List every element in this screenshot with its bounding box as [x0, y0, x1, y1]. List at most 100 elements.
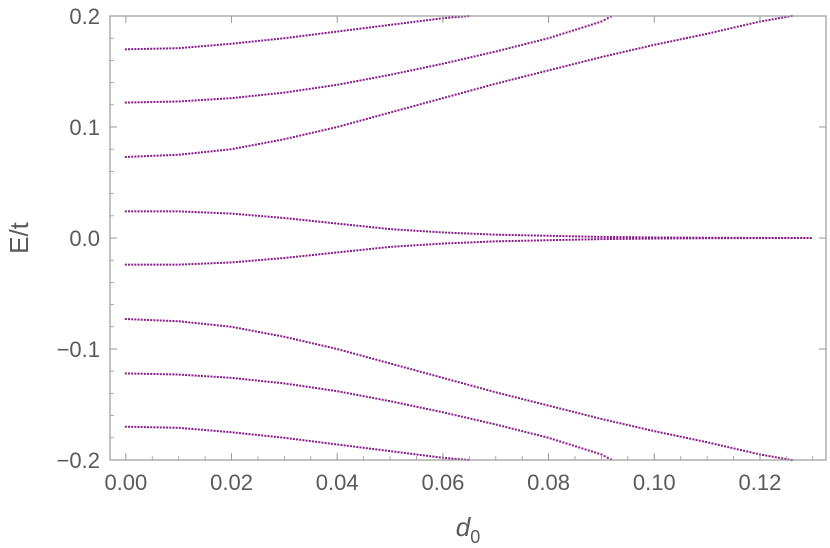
data-point [429, 408, 432, 411]
data-point [594, 57, 597, 60]
data-point [749, 22, 752, 25]
data-point [419, 67, 422, 70]
data-point [460, 15, 463, 18]
data-point [261, 434, 264, 437]
data-point [315, 387, 318, 390]
data-point [280, 216, 283, 219]
data-point [213, 98, 216, 101]
data-point [451, 242, 454, 245]
data-point [216, 149, 219, 152]
data-point [140, 318, 143, 321]
data-point [651, 44, 654, 47]
data-point [413, 405, 416, 408]
data-point [213, 375, 216, 378]
data-point [147, 101, 150, 104]
data-point [479, 53, 482, 56]
data-point [124, 101, 127, 104]
data-point [765, 19, 768, 22]
data-point [654, 430, 657, 433]
data-point [676, 38, 679, 41]
data-point [321, 252, 324, 255]
data-point [746, 450, 749, 453]
data-point [270, 258, 273, 261]
data-point [166, 426, 169, 429]
data-point [162, 47, 165, 50]
data-point [426, 66, 429, 69]
data-point [159, 426, 162, 429]
data-point [460, 382, 463, 385]
data-point [432, 409, 435, 412]
data-point [498, 424, 501, 427]
data-point [505, 426, 508, 429]
data-point [270, 435, 273, 438]
data-point [445, 96, 448, 99]
data-point [394, 245, 397, 248]
data-point [254, 259, 257, 262]
data-point [280, 436, 283, 439]
data-point [565, 238, 568, 241]
data-point [124, 155, 127, 158]
data-point [514, 77, 517, 80]
data-point [622, 50, 625, 53]
x-axis-title-subscript: 0 [470, 527, 480, 547]
data-point [508, 394, 511, 397]
data-point [556, 67, 559, 70]
data-point [368, 226, 371, 229]
data-point [299, 339, 302, 342]
data-point [334, 443, 337, 446]
data-point [219, 324, 222, 327]
data-point [156, 263, 159, 266]
data-point [172, 263, 175, 266]
data-point [397, 228, 400, 231]
data-point [261, 39, 264, 42]
data-point [204, 429, 207, 432]
data-point [448, 242, 451, 245]
x-tick-label: 0.02 [210, 470, 253, 495]
data-point [565, 64, 568, 67]
data-point [486, 388, 489, 391]
data-point [667, 40, 670, 43]
data-point [422, 66, 425, 69]
data-point [416, 244, 419, 247]
data-point [701, 440, 704, 443]
data-point [451, 379, 454, 382]
data-point [318, 130, 321, 133]
data-point [448, 231, 451, 234]
data-point [733, 26, 736, 29]
data-point [473, 241, 476, 244]
data-point [223, 148, 226, 151]
data-point [781, 237, 784, 240]
data-point [628, 236, 631, 239]
data-point [530, 73, 533, 76]
data-point [134, 263, 137, 266]
data-point [755, 237, 758, 240]
data-point [296, 255, 299, 258]
data-point [495, 423, 498, 426]
data-point [273, 216, 276, 219]
data-point [429, 230, 432, 233]
data-point [724, 445, 727, 448]
data-point [388, 24, 391, 27]
data-point [267, 258, 270, 261]
data-point [498, 240, 501, 243]
data-point [178, 320, 181, 323]
data-point [492, 83, 495, 86]
data-point [625, 423, 628, 426]
data-point [435, 231, 438, 234]
data-point [441, 62, 444, 65]
data-point [448, 412, 451, 415]
data-point [277, 139, 280, 142]
data-point [315, 220, 318, 223]
data-point [540, 402, 543, 405]
data-point [251, 94, 254, 97]
data-point [216, 261, 219, 264]
data-point [273, 38, 276, 41]
data-point [400, 22, 403, 25]
data-point [429, 100, 432, 103]
data-point [245, 432, 248, 435]
data-point [416, 405, 419, 408]
data-point [492, 233, 495, 236]
data-point [708, 441, 711, 444]
data-point [495, 82, 498, 85]
data-point [277, 92, 280, 95]
